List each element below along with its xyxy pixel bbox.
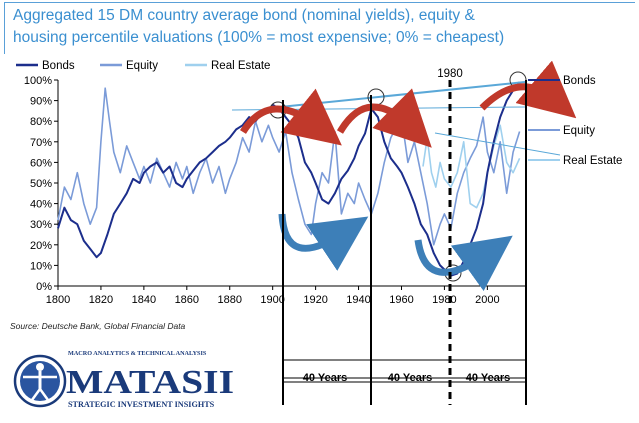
- y-tick-label-70: 70%: [30, 137, 52, 149]
- year-1980-label: 1980: [437, 68, 463, 80]
- red-arrow-2: [336, 88, 432, 148]
- real-estate-right-label: Real Estate: [563, 155, 622, 167]
- forty-years-strip: [282, 359, 527, 379]
- title-top-rule: [4, 2, 635, 3]
- y-tick-label-0: 0%: [36, 281, 52, 293]
- x-tick-label-1880: 1880: [218, 294, 242, 306]
- y-tick-label-10: 10%: [30, 260, 52, 272]
- x-tick-label-1860: 1860: [175, 294, 199, 306]
- forty-years-label-1: 40 Years: [303, 372, 347, 384]
- y-tick-label-40: 40%: [30, 199, 52, 211]
- legend-label-real-estate: Real Estate: [211, 60, 270, 72]
- logo-top-text: MACRO ANALYTICS & TECHNICAL ANALYSIS: [68, 350, 207, 357]
- legend-label-bonds: Bonds: [42, 60, 75, 72]
- legend: Bonds Equity Real Estate: [16, 60, 270, 72]
- y-tick-label-20: 20%: [30, 240, 52, 252]
- title-box: Aggregated 15 DM country average bond (n…: [4, 2, 636, 54]
- real-estate-trend-line: [434, 132, 561, 156]
- title-line-2: housing percentile valuations (100% = mo…: [13, 29, 505, 46]
- annotation-layer: 40 Years 40 Years 40 Years 1980 Bonds Eq…: [231, 60, 622, 405]
- x-tick-label-1980: 1980: [432, 294, 456, 306]
- x-tick-label-1920: 1920: [303, 294, 327, 306]
- vitruvian-man-icon: [13, 354, 67, 408]
- y-tick-label-50: 50%: [30, 178, 52, 190]
- x-tick-label-2000: 2000: [475, 294, 499, 306]
- y-tick-label-60: 60%: [30, 157, 52, 169]
- logo-name: MATASII: [66, 364, 234, 401]
- x-tick-label-1940: 1940: [346, 294, 370, 306]
- y-tick-label-30: 30%: [30, 219, 52, 231]
- y-tick-label-90: 90%: [30, 96, 52, 108]
- red-arrow-3: [479, 60, 577, 119]
- x-tick-label-1900: 1900: [260, 294, 284, 306]
- y-tick-label-80: 80%: [30, 116, 52, 128]
- legend-label-equity: Equity: [126, 60, 158, 72]
- bonds-right-label: Bonds: [563, 75, 596, 87]
- matasii-logo: MACRO ANALYTICS & TECHNICAL ANALYSIS MAT…: [13, 350, 234, 409]
- forty-years-label-2: 40 Years: [388, 372, 432, 384]
- equity-right-label: Equity: [563, 125, 595, 137]
- x-tick-label-1800: 1800: [46, 294, 70, 306]
- logo-tagline: STRATEGIC INVESTMENT INSIGHTS: [68, 400, 215, 409]
- x-tick-label-1840: 1840: [132, 294, 156, 306]
- title-line-1: Aggregated 15 DM country average bond (n…: [13, 7, 475, 24]
- x-tick-label-1820: 1820: [89, 294, 113, 306]
- x-tick-label-1960: 1960: [389, 294, 413, 306]
- forty-years-label-3: 40 Years: [466, 372, 510, 384]
- axes-layer: 0% 10% 20% 30% 40% 50% 60% 70% 80% 90% 100% 1800 182…: [24, 75, 526, 306]
- series-line-real-estate: [422, 124, 521, 209]
- blue-arrow-2: [414, 235, 513, 292]
- y-tick-label-100: 100%: [24, 75, 52, 87]
- red-arrow-1: [240, 88, 342, 146]
- source-note: Source: Deutsche Bank, Global Financial …: [10, 321, 186, 331]
